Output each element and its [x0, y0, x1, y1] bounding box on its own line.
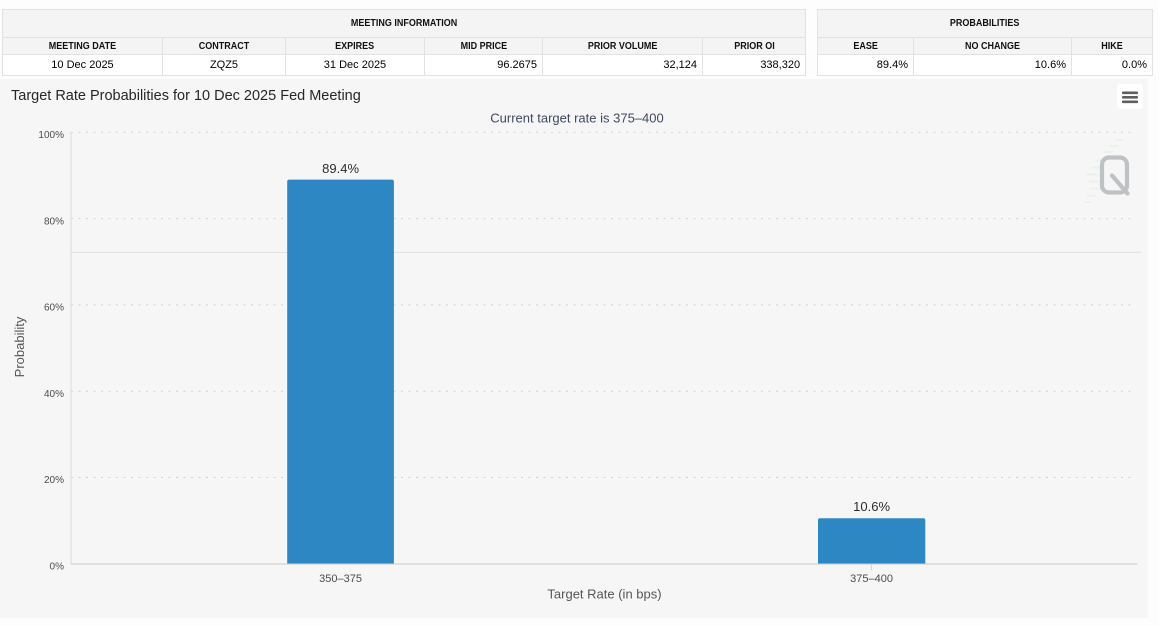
svg-text:40%: 40% [44, 389, 64, 400]
svg-text:60%: 60% [44, 303, 64, 314]
svg-text:100%: 100% [38, 130, 64, 141]
svg-text:Target Rate (in bps): Target Rate (in bps) [547, 587, 661, 602]
svg-text:Probability: Probability [12, 316, 27, 377]
svg-text:80%: 80% [44, 216, 64, 227]
svg-text:Current target rate is 375–400: Current target rate is 375–400 [490, 111, 663, 126]
svg-text:10.6%: 10.6% [853, 499, 890, 514]
svg-text:375–400: 375–400 [850, 573, 893, 585]
svg-text:20%: 20% [44, 475, 64, 486]
svg-text:89.4%: 89.4% [322, 161, 359, 176]
svg-text:350–375: 350–375 [319, 573, 362, 585]
svg-text:0%: 0% [50, 562, 65, 573]
